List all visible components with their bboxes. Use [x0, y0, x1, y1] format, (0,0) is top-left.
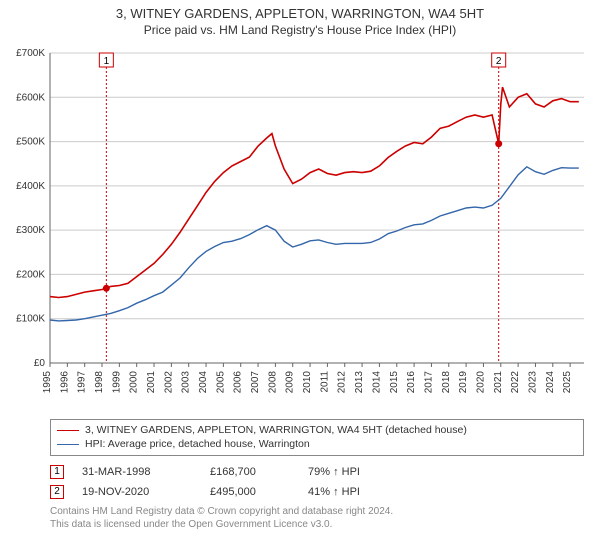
- svg-text:1995: 1995: [42, 371, 53, 394]
- event-date-2: 19-NOV-2020: [82, 486, 192, 498]
- event-row-1: 1 31-MAR-1998 £168,700 79% ↑ HPI: [50, 462, 584, 482]
- legend-swatch-property: [57, 430, 79, 431]
- svg-text:2002: 2002: [163, 371, 174, 394]
- footnote-line1: Contains HM Land Registry data © Crown c…: [50, 506, 584, 519]
- event-pct-2: 41% ↑ HPI: [308, 486, 398, 498]
- event-row-2: 2 19-NOV-2020 £495,000 41% ↑ HPI: [50, 482, 584, 502]
- svg-text:2005: 2005: [215, 371, 226, 394]
- chart-title: 3, WITNEY GARDENS, APPLETON, WARRINGTON,…: [6, 6, 594, 21]
- svg-text:£200K: £200K: [16, 269, 45, 280]
- svg-text:£100K: £100K: [16, 314, 45, 325]
- svg-text:2008: 2008: [267, 371, 278, 394]
- chart-subtitle: Price paid vs. HM Land Registry's House …: [6, 23, 594, 37]
- svg-text:2018: 2018: [441, 371, 452, 394]
- svg-text:2007: 2007: [250, 371, 261, 394]
- chart-area: £0 £100K £200K £300K £400K £500K £600K £700K 199…: [6, 43, 594, 413]
- footnote: Contains HM Land Registry data © Crown c…: [50, 506, 584, 531]
- legend-text-hpi: HPI: Average price, detached house, Warr…: [85, 438, 310, 452]
- footnote-line2: This data is licensed under the Open Gov…: [50, 519, 584, 532]
- svg-text:2013: 2013: [354, 371, 365, 394]
- svg-text:2015: 2015: [389, 371, 400, 394]
- svg-text:2020: 2020: [475, 371, 486, 394]
- svg-text:2003: 2003: [181, 371, 192, 394]
- svg-text:2022: 2022: [510, 371, 521, 394]
- svg-text:2004: 2004: [198, 371, 209, 394]
- svg-text:£400K: £400K: [16, 181, 45, 192]
- svg-text:2019: 2019: [458, 371, 469, 394]
- svg-text:2014: 2014: [371, 371, 382, 394]
- svg-text:1999: 1999: [111, 371, 122, 394]
- svg-text:2021: 2021: [493, 371, 504, 394]
- events-table: 1 31-MAR-1998 £168,700 79% ↑ HPI 2 19-NO…: [50, 462, 584, 502]
- event-price-2: £495,000: [210, 486, 290, 498]
- svg-text:£600K: £600K: [16, 92, 45, 103]
- event-pct-1: 79% ↑ HPI: [308, 466, 398, 478]
- svg-text:2017: 2017: [423, 371, 434, 394]
- svg-text:£300K: £300K: [16, 225, 45, 236]
- svg-text:2009: 2009: [285, 371, 296, 394]
- event-date-1: 31-MAR-1998: [82, 466, 192, 478]
- event-price-1: £168,700: [210, 466, 290, 478]
- legend-text-property: 3, WITNEY GARDENS, APPLETON, WARRINGTON,…: [85, 424, 467, 438]
- svg-text:2001: 2001: [146, 371, 157, 394]
- event-label-1: 1: [54, 467, 60, 477]
- legend: 3, WITNEY GARDENS, APPLETON, WARRINGTON,…: [50, 419, 584, 456]
- svg-text:1998: 1998: [94, 371, 105, 394]
- svg-text:2010: 2010: [302, 371, 313, 394]
- svg-text:2023: 2023: [527, 371, 538, 394]
- svg-text:1: 1: [104, 56, 110, 67]
- legend-swatch-hpi: [57, 444, 79, 445]
- svg-text:£700K: £700K: [16, 48, 45, 59]
- svg-text:2024: 2024: [545, 371, 556, 394]
- svg-text:£0: £0: [34, 358, 46, 369]
- event-label-2: 2: [54, 487, 60, 497]
- event-box-1: 1: [50, 465, 64, 479]
- svg-text:2: 2: [496, 56, 502, 67]
- legend-row-property: 3, WITNEY GARDENS, APPLETON, WARRINGTON,…: [57, 424, 577, 438]
- svg-text:2016: 2016: [406, 371, 417, 394]
- svg-text:2006: 2006: [233, 371, 244, 394]
- svg-text:2011: 2011: [319, 371, 330, 393]
- svg-text:2012: 2012: [337, 371, 348, 394]
- chart-svg: £0 £100K £200K £300K £400K £500K £600K £700K 199…: [6, 43, 594, 413]
- svg-text:1997: 1997: [77, 371, 88, 394]
- svg-text:2000: 2000: [129, 371, 140, 394]
- event-box-2: 2: [50, 485, 64, 499]
- legend-row-hpi: HPI: Average price, detached house, Warr…: [57, 438, 577, 452]
- svg-text:1996: 1996: [59, 371, 70, 394]
- svg-text:2025: 2025: [562, 371, 573, 394]
- svg-text:£500K: £500K: [16, 137, 45, 148]
